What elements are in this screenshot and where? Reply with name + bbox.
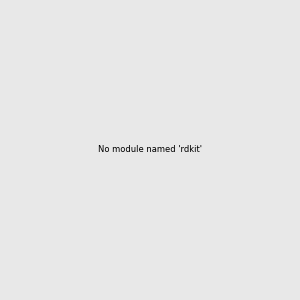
Text: No module named 'rdkit': No module named 'rdkit' [98,146,202,154]
